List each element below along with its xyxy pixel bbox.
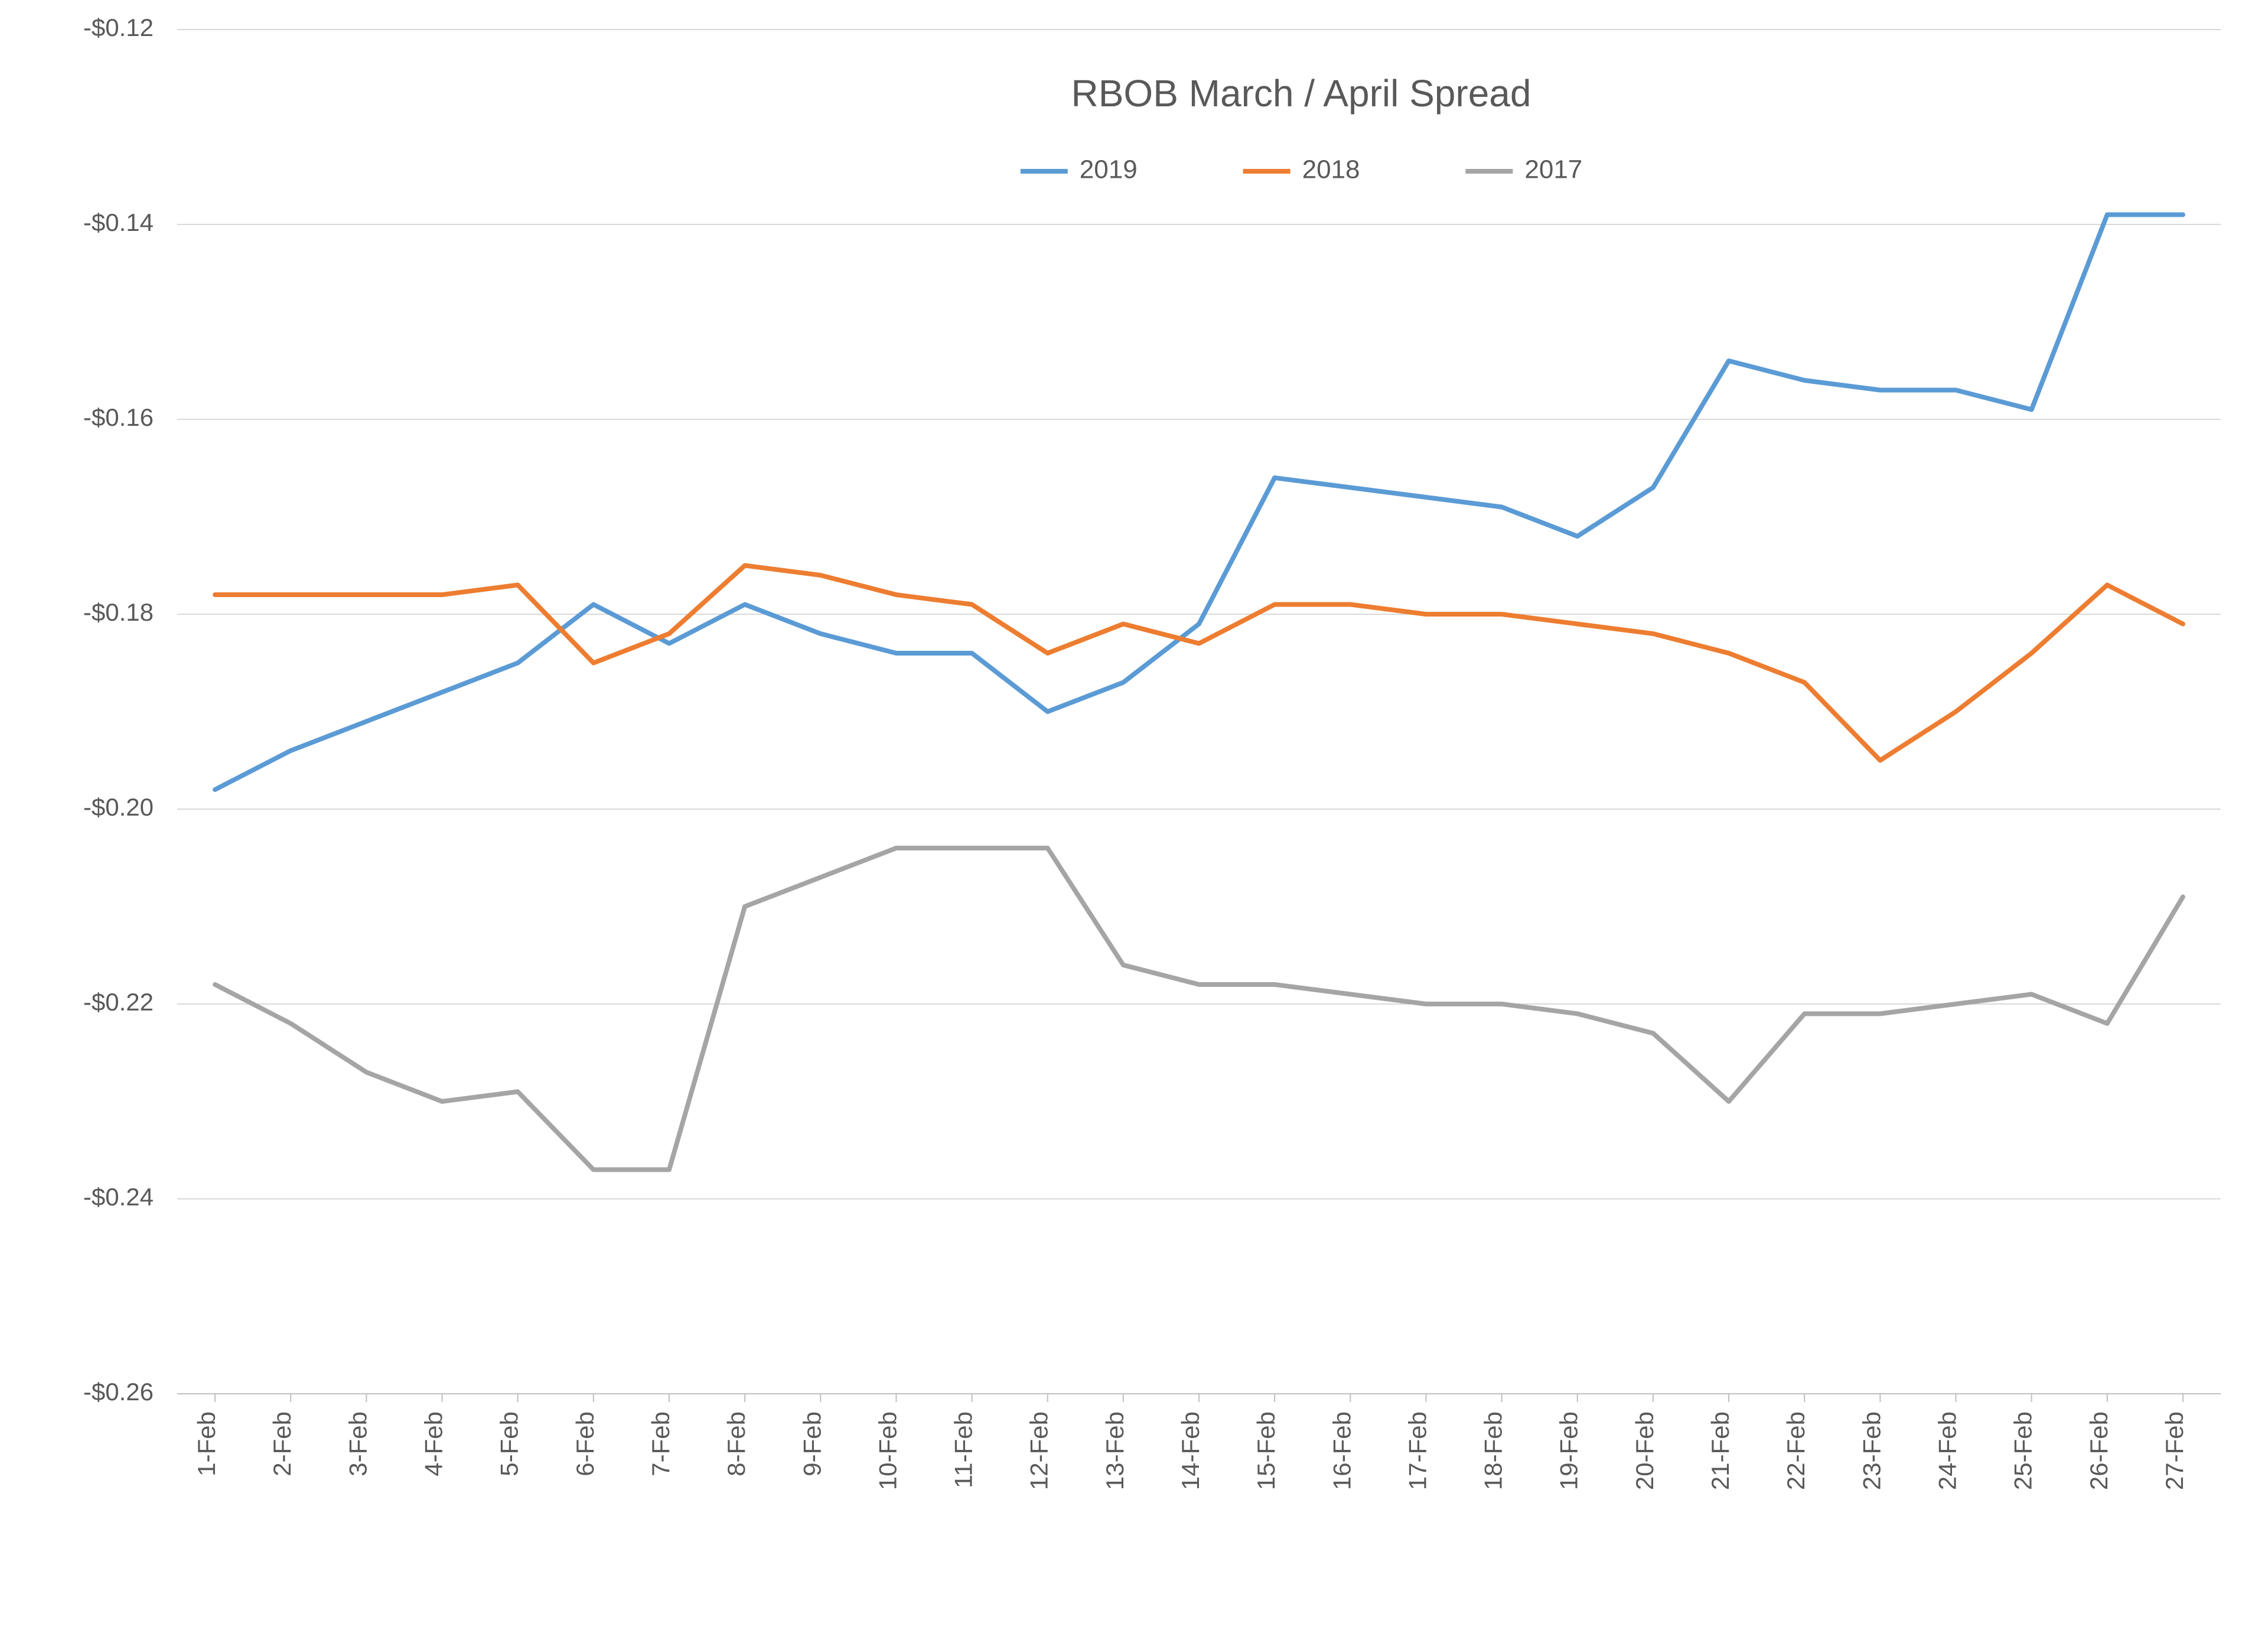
x-tick-label: 16-Feb [1328,1411,1355,1490]
y-tick-label: -$0.26 [83,1378,154,1406]
x-tick-label: 24-Feb [1933,1411,1961,1490]
x-tick-label: 21-Feb [1706,1411,1734,1490]
x-tick-label: 13-Feb [1101,1411,1129,1490]
y-tick-label: -$0.16 [83,403,154,431]
y-tick-label: -$0.24 [83,1183,154,1211]
x-tick-label: 20-Feb [1631,1411,1658,1490]
x-tick-label: 1-Feb [193,1411,220,1476]
y-tick-label: -$0.22 [83,988,154,1016]
legend-label: 2017 [1524,155,1582,184]
x-tick-label: 7-Feb [647,1411,674,1476]
x-tick-label: 18-Feb [1480,1411,1507,1490]
x-tick-label: 19-Feb [1555,1411,1583,1490]
chart-title: RBOB March / April Spread [1071,72,1531,115]
x-tick-label: 2-Feb [268,1411,296,1476]
x-tick-label: 26-Feb [2085,1411,2113,1490]
x-tick-label: 11-Feb [950,1411,977,1488]
x-tick-label: 27-Feb [2161,1411,2188,1490]
x-tick-label: 25-Feb [2009,1411,2037,1490]
x-tick-label: 15-Feb [1252,1411,1280,1490]
x-tick-label: 8-Feb [722,1411,750,1476]
chart-svg: -$0.26 -$0.24 -$0.22 -$0.20 -$0.18 -$0.16 -$0.… [0,0,2268,1643]
x-tick-label: 12-Feb [1025,1411,1053,1490]
x-tick-label: 22-Feb [1782,1411,1810,1490]
y-tick-label: -$0.14 [83,208,154,236]
legend-label: 2019 [1080,155,1138,184]
x-tick-label: 6-Feb [571,1411,599,1476]
legend-label: 2018 [1302,155,1360,184]
x-tick-label: 10-Feb [874,1411,901,1490]
x-tick-label: 17-Feb [1403,1411,1431,1490]
spread-chart: -$0.26 -$0.24 -$0.22 -$0.20 -$0.18 -$0.16 -$0.… [0,0,2268,1643]
x-tick-label: 23-Feb [1858,1411,1885,1490]
chart-background [0,0,2268,1643]
y-tick-label: -$0.18 [83,598,154,626]
x-tick-label: 14-Feb [1177,1411,1204,1490]
x-tick-label: 4-Feb [420,1411,448,1476]
y-tick-label: -$0.20 [83,793,154,821]
x-tick-label: 5-Feb [496,1411,523,1476]
x-tick-label: 9-Feb [798,1411,826,1476]
y-tick-label: -$0.12 [83,14,154,41]
x-tick-label: 3-Feb [344,1411,372,1476]
